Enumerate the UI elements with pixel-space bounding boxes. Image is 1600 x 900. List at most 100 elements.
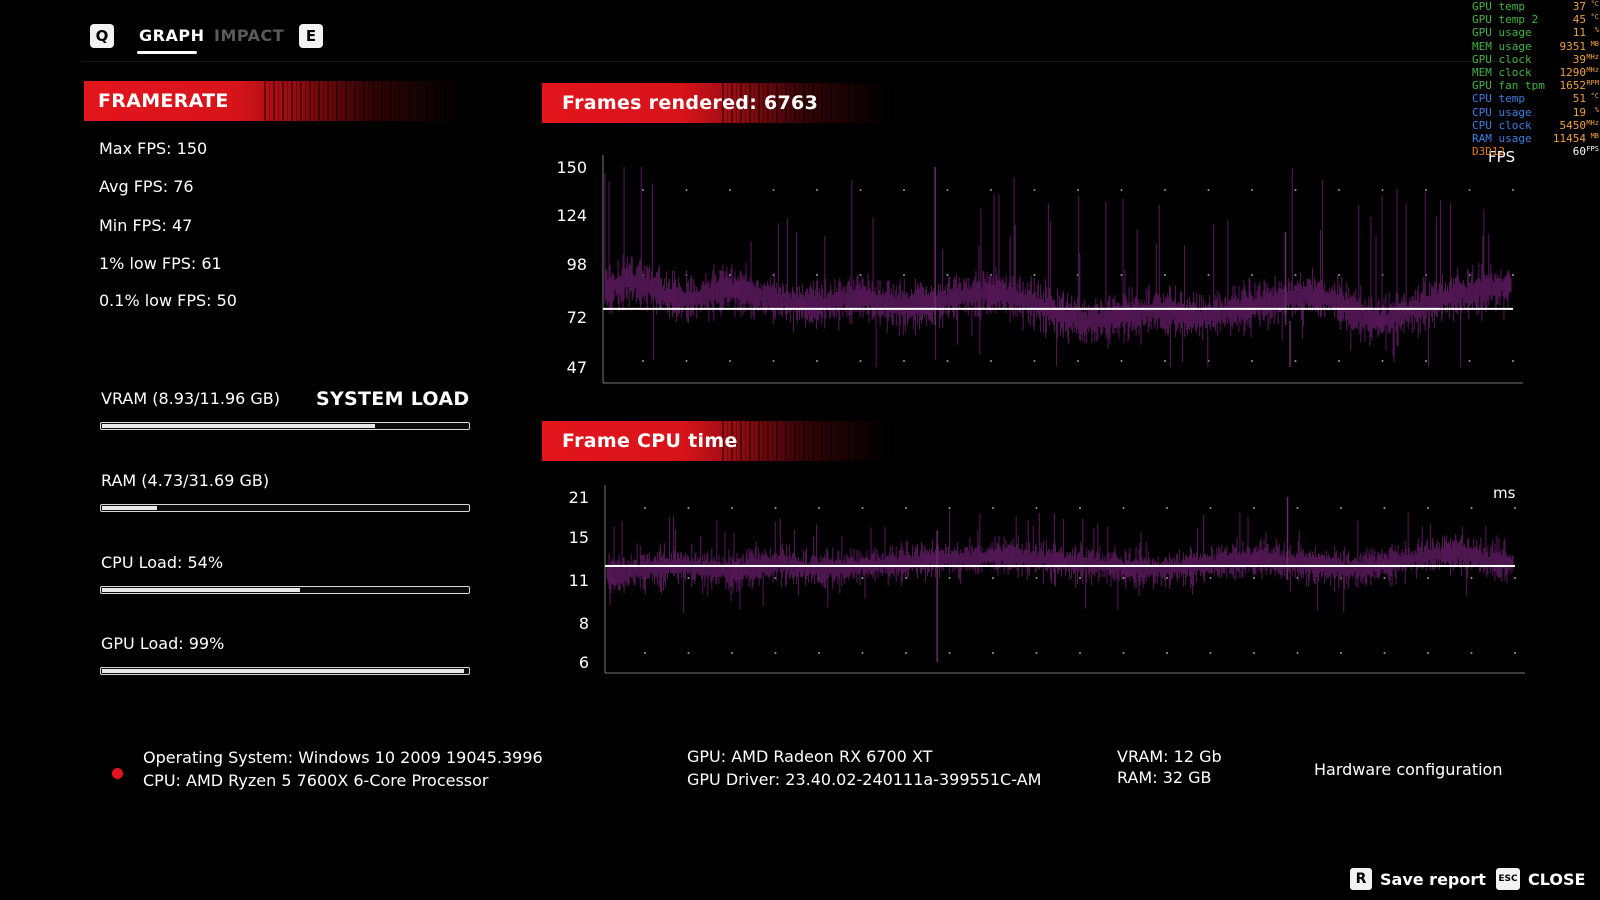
grid-dot (1296, 652, 1299, 654)
overlay-unit: % (1594, 26, 1599, 35)
save-report-button[interactable]: R Save report (1350, 868, 1486, 890)
grid-dot (1514, 507, 1516, 509)
overlay-value: 11454 (1552, 131, 1586, 145)
overlay-value: 45 (1572, 13, 1586, 27)
grid-dot (729, 189, 731, 191)
tab-impact[interactable]: IMPACT (214, 26, 285, 45)
overlay-label: CPU usage (1472, 105, 1532, 119)
grid-dot (861, 507, 864, 509)
grid-dot (946, 274, 949, 276)
grid-dot (1512, 189, 1514, 191)
grid-dot (1033, 360, 1036, 362)
gpu-load-bar-fill (102, 669, 465, 673)
gpu-load-bar (100, 667, 470, 675)
hw-os: Operating System: Windows 10 2009 19045.… (143, 748, 543, 767)
tab-graph-underline (137, 51, 197, 54)
grid-dot (1470, 577, 1473, 579)
grid-dot (774, 507, 777, 509)
grid-dot (1033, 274, 1036, 276)
status-dot (112, 768, 123, 779)
grid-dot (729, 360, 731, 362)
ram-label: RAM (4.73/31.69 GB) (101, 471, 270, 490)
grid-dot (1338, 189, 1340, 191)
grid-dot (1383, 652, 1386, 654)
grid-dot (1468, 189, 1471, 191)
grid-dot (859, 360, 862, 362)
grid-dot (1166, 652, 1168, 654)
grid-dot (1296, 507, 1299, 509)
grid-dot (1468, 360, 1471, 362)
fps-chart: 150 124 98 72 47 (556, 155, 1523, 384)
vram-bar-fill (102, 424, 376, 428)
grid-dot (1514, 577, 1516, 579)
y-tick-label: 150 (556, 158, 587, 177)
overlay-unit: MHz (1586, 118, 1599, 127)
overlay-value: 60 (1572, 145, 1586, 159)
grid-dot (1035, 577, 1038, 579)
grid-dot (1164, 274, 1166, 276)
grid-dot (642, 360, 644, 362)
close-button[interactable]: ESC CLOSE (1496, 868, 1585, 890)
y-tick-label: 15 (569, 528, 589, 547)
overlay-row: GPU usage 11% (1470, 26, 1600, 39)
overlay-row: GPU temp 37 °C (1470, 0, 1600, 13)
grid-dot (1425, 360, 1427, 362)
overlay-row: GPU clock 39 MHz (1470, 53, 1600, 66)
cpu-time-chart: 21 15 11 8 6 (569, 485, 1525, 674)
grid-dot (903, 360, 905, 362)
previous-tab-key[interactable]: Q (90, 24, 114, 48)
grid-dot (990, 360, 992, 362)
cpu-unit-label: ms (1493, 484, 1516, 502)
overlay-value: 9351 (1559, 39, 1587, 53)
grid-dot (1427, 507, 1429, 509)
frames-rendered-header: Frames rendered: 6763 (542, 83, 892, 123)
overlay-value: 11 (1572, 26, 1586, 40)
hw-cpu: CPU: AMD Ryzen 5 7600X 6-Core Processor (143, 771, 489, 790)
grid-dot (1120, 360, 1123, 362)
overlay-label: RAM usage (1472, 131, 1532, 145)
y-tick-label: 124 (556, 206, 587, 225)
next-tab-key[interactable]: E (299, 24, 323, 48)
overlay-row: CPU clock 5450 MHz (1470, 119, 1600, 132)
overlay-row: MEM clock 1290 MHz (1470, 66, 1600, 79)
save-report-label: Save report (1380, 869, 1486, 889)
grid-dot (1251, 274, 1253, 276)
overlay-unit: °C (1590, 92, 1599, 101)
grid-dot (1122, 577, 1125, 579)
tab-graph[interactable]: GRAPH (139, 26, 205, 45)
performance-overlay: GPU temp 37 °C GPU temp 2 45 °C GPU usage 11% ME… (1470, 0, 1600, 158)
y-tick-label: 47 (567, 358, 587, 377)
grid-dot (1120, 189, 1123, 191)
grid-dot (861, 577, 864, 579)
grid-dot (731, 652, 733, 654)
overlay-value: 1652 (1559, 79, 1587, 93)
vram-label: VRAM (8.93/11.96 GB) (101, 389, 281, 408)
overlay-unit: % (1594, 105, 1599, 114)
frames-rendered-title: Frames rendered: 6763 (562, 92, 819, 114)
grid-dot (992, 652, 994, 654)
overlay-row: D3D12 60 FPS (1470, 145, 1600, 158)
hw-vram: VRAM: 12 Gb (1117, 747, 1222, 766)
grid-dot (859, 274, 862, 276)
y-tick-label: 98 (567, 255, 587, 274)
grid-dot (1079, 577, 1081, 579)
grid-dot (1294, 274, 1297, 276)
grid-dot (1427, 577, 1429, 579)
grid-dot (1164, 189, 1166, 191)
fps-unit-label: FPS (1488, 148, 1516, 166)
overlay-value: 19 (1572, 105, 1586, 119)
grid-dot (1079, 507, 1081, 509)
grid-dot (685, 189, 688, 191)
grid-dot (1207, 189, 1210, 191)
grid-dot (1209, 507, 1212, 509)
ram-bar (100, 504, 470, 512)
hw-title: Hardware configuration (1314, 760, 1503, 779)
overlay-unit: MB (1590, 131, 1599, 140)
overlay-unit: MHz (1586, 52, 1599, 61)
grid-dot (1253, 507, 1255, 509)
overlay-row: GPU temp 2 45 °C (1470, 13, 1600, 26)
grid-dot (687, 652, 690, 654)
grid-dot (816, 274, 818, 276)
overlay-unit: MB (1590, 39, 1599, 48)
grid-dot (1209, 652, 1212, 654)
